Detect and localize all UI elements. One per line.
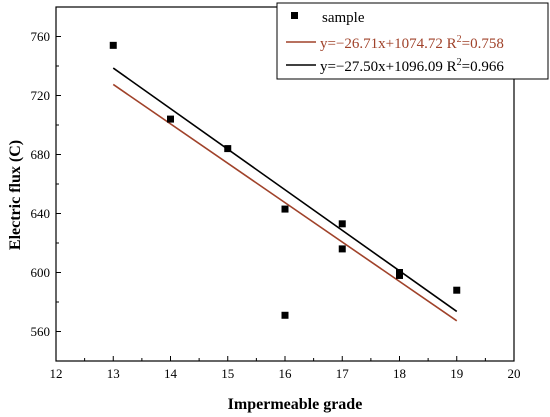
y-tick-label: 720 xyxy=(31,88,51,103)
y-axis-label: Electric flux (C) xyxy=(7,140,24,250)
x-tick-label: 17 xyxy=(336,366,350,381)
x-tick-label: 18 xyxy=(393,366,406,381)
data-point xyxy=(224,145,232,153)
data-point xyxy=(281,205,289,213)
y-tick-label: 760 xyxy=(31,29,51,44)
x-tick-label: 13 xyxy=(107,366,120,381)
x-tick-label: 14 xyxy=(164,366,178,381)
x-tick-label: 15 xyxy=(221,366,234,381)
data-point xyxy=(453,286,461,294)
legend: sample y=−26.71x+1074.72 R2=0.758 y=−27.… xyxy=(276,2,549,80)
x-tick-label: 16 xyxy=(279,366,293,381)
data-point xyxy=(109,41,117,49)
data-points xyxy=(109,41,461,319)
data-point xyxy=(338,220,346,228)
legend-sample-marker xyxy=(291,12,298,19)
legend-box xyxy=(276,2,549,80)
x-tick-label: 19 xyxy=(450,366,463,381)
x-axis-ticks: 12 13 14 15 16 17 18 19 20 xyxy=(50,356,521,381)
y-tick-label: 600 xyxy=(31,265,51,280)
fit-line-1 xyxy=(112,83,458,322)
fit-lines xyxy=(112,67,458,322)
y-tick-label: 560 xyxy=(31,324,51,339)
legend-fit2-label: y=−27.50x+1096.09 R2=0.966 xyxy=(320,57,504,75)
y-tick-label: 640 xyxy=(31,206,51,221)
x-tick-label: 12 xyxy=(50,366,63,381)
data-point xyxy=(281,311,289,319)
data-point xyxy=(338,245,346,253)
legend-fit1-label: y=−26.71x+1074.72 R2=0.758 xyxy=(320,34,504,52)
fit-line-2 xyxy=(112,67,458,313)
y-axis-ticks: 560 600 640 680 720 760 xyxy=(31,29,61,339)
data-point xyxy=(396,271,403,279)
x-axis-label: Impermeable grade xyxy=(228,396,363,413)
data-point xyxy=(167,115,174,123)
y-tick-label: 680 xyxy=(31,147,51,162)
legend-sample-label: sample xyxy=(322,10,365,26)
x-tick-label: 20 xyxy=(508,366,521,381)
